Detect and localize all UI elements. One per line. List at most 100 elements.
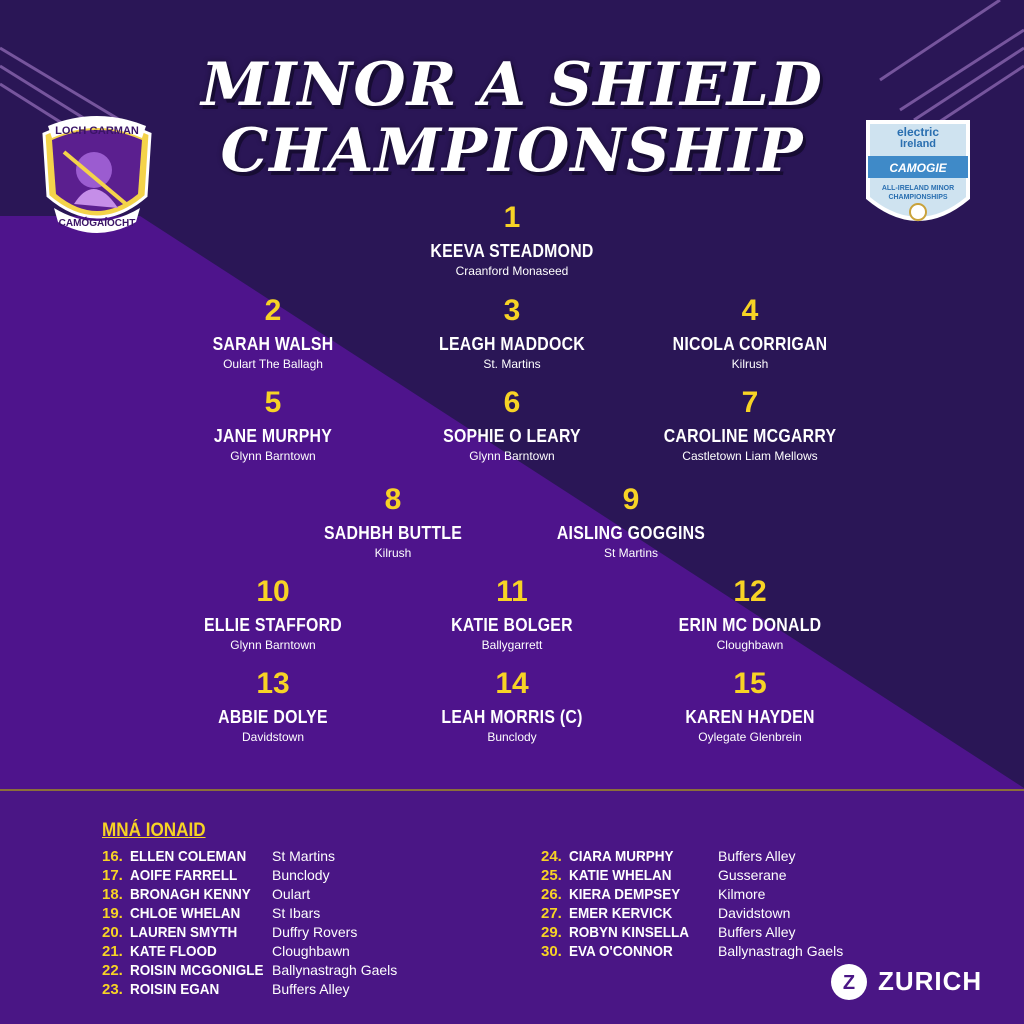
sub-row: 20. LAUREN SMYTH Duffry Rovers [102,923,522,942]
player-number: 1 [503,201,521,234]
sub-row: 21. KATE FLOOD Cloughbawn [102,942,522,961]
sub-number: 20. [102,924,123,941]
player-9: 9 AISLING GOGGINS St Martins [511,482,751,561]
player-club: Cloughbawn [716,638,784,652]
player-number: 13 [256,667,290,700]
player-club: Oulart The Ballagh [223,357,323,371]
player-number: 11 [496,575,528,608]
badge-line2: Ireland [900,138,936,150]
sub-number: 26. [541,886,562,903]
sub-club: St Martins [272,848,336,864]
player-number: 4 [741,294,759,327]
player-club: St Martins [603,546,658,560]
player-1: 1 KEEVA STEADMOND Craanford Monaseed [392,200,632,279]
player-club: Glynn Barntown [230,449,316,463]
player-number: 6 [503,386,521,419]
sub-club: Bunclody [272,867,330,883]
sub-name: CHLOE WHELAN [130,905,241,922]
player-club: Ballygarrett [481,638,543,652]
loch-garman-crest-icon: LOCH GARMAN CAMÓGAÍOCHT [42,116,152,233]
player-name: LEAH MORRIS (C) [441,707,583,727]
sub-name: CIARA MURPHY [569,848,674,865]
sub-club: Ballynastragh Gaels [718,943,844,959]
sub-row: 17. AOIFE FARRELL Bunclody [102,866,522,885]
sub-number: 30. [541,943,562,960]
player-club: Oylegate Glenbrein [698,730,802,744]
player-name: ELLIE STAFFORD [203,615,343,635]
player-number: 9 [622,483,640,516]
player-name: LEAGH MADDOCK [439,334,585,354]
player-club: Craanford Monaseed [455,264,569,278]
player-7: 7 CAROLINE MCGARRY Castletown Liam Mellows [630,385,870,464]
zurich-logo-icon: Z [831,964,867,1000]
player-club: Kilrush [374,546,412,560]
player-3: 3 LEAGH MADDOCK St. Martins [392,293,632,372]
title-line-1: MINOR A SHIELD [201,50,823,120]
sub-name: EVA O'CONNOR [569,943,673,960]
player-name: KATIE BOLGER [451,615,573,635]
sub-row: 18. BRONAGH KENNY Oulart [102,885,522,904]
sub-club: Kilmore [718,886,766,902]
sub-club: Buffers Alley [272,981,350,997]
player-name: CAROLINE MCGARRY [663,426,837,446]
sub-club: Gusserane [718,867,787,883]
sub-number: 19. [102,905,123,922]
sub-row: 24. CIARA MURPHY Buffers Alley [541,847,961,866]
sub-row: 19. CHLOE WHELAN St Ibars [102,904,522,923]
sub-row: 23. ROISIN EGAN Buffers Alley [102,980,522,999]
player-name: SOPHIE O LEARY [443,426,581,446]
sub-row: 26. KIERA DEMPSEY Kilmore [541,885,961,904]
sub-name: ROISIN EGAN [130,981,220,998]
player-name: ERIN MC DONALD [678,615,822,635]
sub-club: Ballynastragh Gaels [272,962,398,978]
sub-name: BRONAGH KENNY [130,886,251,903]
player-13: 13 ABBIE DOLYE Davidstown [153,666,393,745]
player-name: NICOLA CORRIGAN [672,334,828,354]
sub-name: ELLEN COLEMAN [130,848,247,865]
subs-list-right: 24. CIARA MURPHY Buffers Alley 25. KATIE WHE… [541,847,961,961]
player-2: 2 SARAH WALSH Oulart The Ballagh [153,293,393,372]
player-number: 15 [733,667,767,700]
sub-number: 16. [102,848,123,865]
player-11: 11 KATIE BOLGER Ballygarrett [392,574,632,653]
sub-name: EMER KERVICK [569,905,673,922]
zurich-mark: Z [843,972,855,994]
subs-list-left: 16. ELLEN COLEMAN St Martins 17. AOIFE FARRE… [102,847,522,999]
sub-name: LAUREN SMYTH [130,924,238,941]
player-name: ABBIE DOLYE [218,707,328,727]
sub-name: KATE FLOOD [130,943,217,960]
player-club: Glynn Barntown [469,449,555,463]
sub-number: 22. [102,962,123,979]
player-number: 14 [495,667,529,700]
sub-club: Davidstown [718,905,791,921]
player-club: Bunclody [487,730,537,744]
player-name: SADHBH BUTTLE [323,523,463,543]
player-number: 2 [264,294,282,327]
subs-heading: MNÁ IONAID [102,820,206,841]
player-10: 10 ELLIE STAFFORD Glynn Barntown [153,574,393,653]
sub-name: ROISIN MCGONIGLE [130,962,264,979]
sub-club: Cloughbawn [272,943,350,959]
player-number: 10 [256,575,290,608]
sub-club: Oulart [272,886,311,902]
sub-club: Duffry Rovers [272,924,358,940]
player-name: JANE MURPHY [213,426,333,446]
sub-number: 23. [102,981,123,998]
sub-number: 24. [541,848,562,865]
player-15: 15 KAREN HAYDEN Oylegate Glenbrein [630,666,870,745]
sub-name: KIERA DEMPSEY [569,886,681,903]
sub-number: 29. [541,924,562,941]
sub-row: 30. EVA O'CONNOR Ballynastragh Gaels [541,942,961,961]
player-club: St. Martins [483,357,541,371]
crest-top-text: LOCH GARMAN [55,125,139,137]
sub-club: St Ibars [272,905,321,921]
badge-line4: ALL-IRELAND MINOR [882,185,954,192]
player-5: 5 JANE MURPHY Glynn Barntown [153,385,393,464]
zurich-wordmark: ZURICH [878,966,983,996]
player-number: 5 [264,386,282,419]
player-club: Kilrush [731,357,769,371]
player-club: Glynn Barntown [230,638,316,652]
player-6: 6 SOPHIE O LEARY Glynn Barntown [392,385,632,464]
